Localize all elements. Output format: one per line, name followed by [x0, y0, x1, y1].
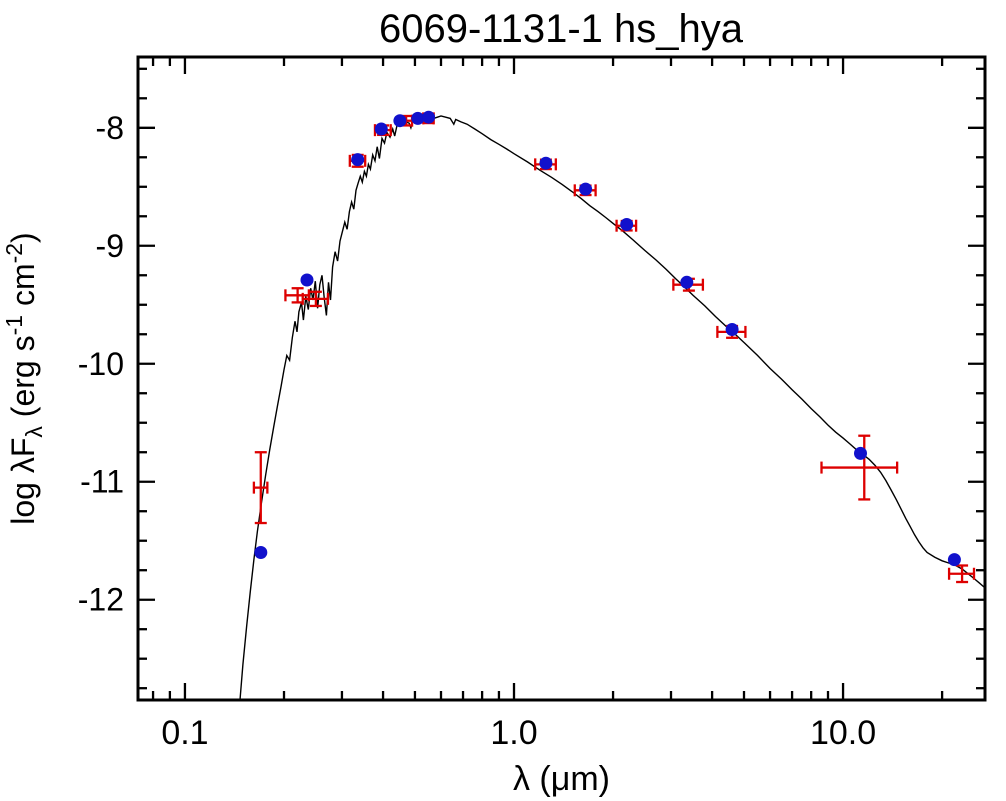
x-tick-label: 0.1 — [161, 714, 208, 752]
y-tick-label: -12 — [78, 582, 124, 618]
model-photometry-point — [300, 273, 314, 287]
y-tick-label: -10 — [78, 346, 124, 382]
model-photometry-points — [254, 110, 961, 567]
model-photometry-point — [947, 553, 961, 567]
model-photometry-point — [620, 218, 634, 231]
observed-errorbar — [947, 564, 976, 584]
observed-errorbar — [252, 451, 269, 525]
y-tick-label: -8 — [96, 110, 124, 146]
model-photometry-point — [374, 122, 388, 136]
model-photometry-point — [539, 156, 553, 170]
model-photometry-point — [725, 323, 739, 336]
observed-errorbar — [820, 434, 899, 501]
y-tick-label: -11 — [80, 464, 124, 500]
model-spectrum-curve — [239, 115, 986, 701]
model-spectrum-path — [239, 115, 986, 701]
x-tick-label: 10.0 — [810, 714, 876, 752]
y-axis-label: log λFλ (erg s-1 cm-2) — [1, 232, 47, 524]
model-photometry-point — [422, 110, 436, 124]
x-tick-label: 1.0 — [490, 714, 537, 752]
model-photometry-point — [254, 546, 268, 559]
model-photometry-point — [411, 111, 425, 125]
y-tick-label: -9 — [96, 228, 124, 264]
x-axis-label: λ (μm) — [513, 760, 610, 798]
model-photometry-point — [680, 275, 694, 289]
observed-errorbar — [301, 290, 330, 308]
axes-frame-and-ticks — [136, 55, 987, 702]
plot-frame — [136, 55, 987, 702]
chart-title: 6069-1131-1 hs_hya — [379, 7, 744, 51]
model-photometry-point — [854, 446, 867, 460]
model-photometry-point — [393, 114, 407, 128]
axis-labels: λ (μm) log λFλ (erg s-1 cm-2) — [1, 232, 610, 798]
model-photometry-point — [351, 153, 365, 167]
tick-labels: 0.1 1.0 10.0 -8 -9 -10 -11 -12 — [78, 110, 876, 752]
model-photometry-point — [579, 182, 593, 196]
